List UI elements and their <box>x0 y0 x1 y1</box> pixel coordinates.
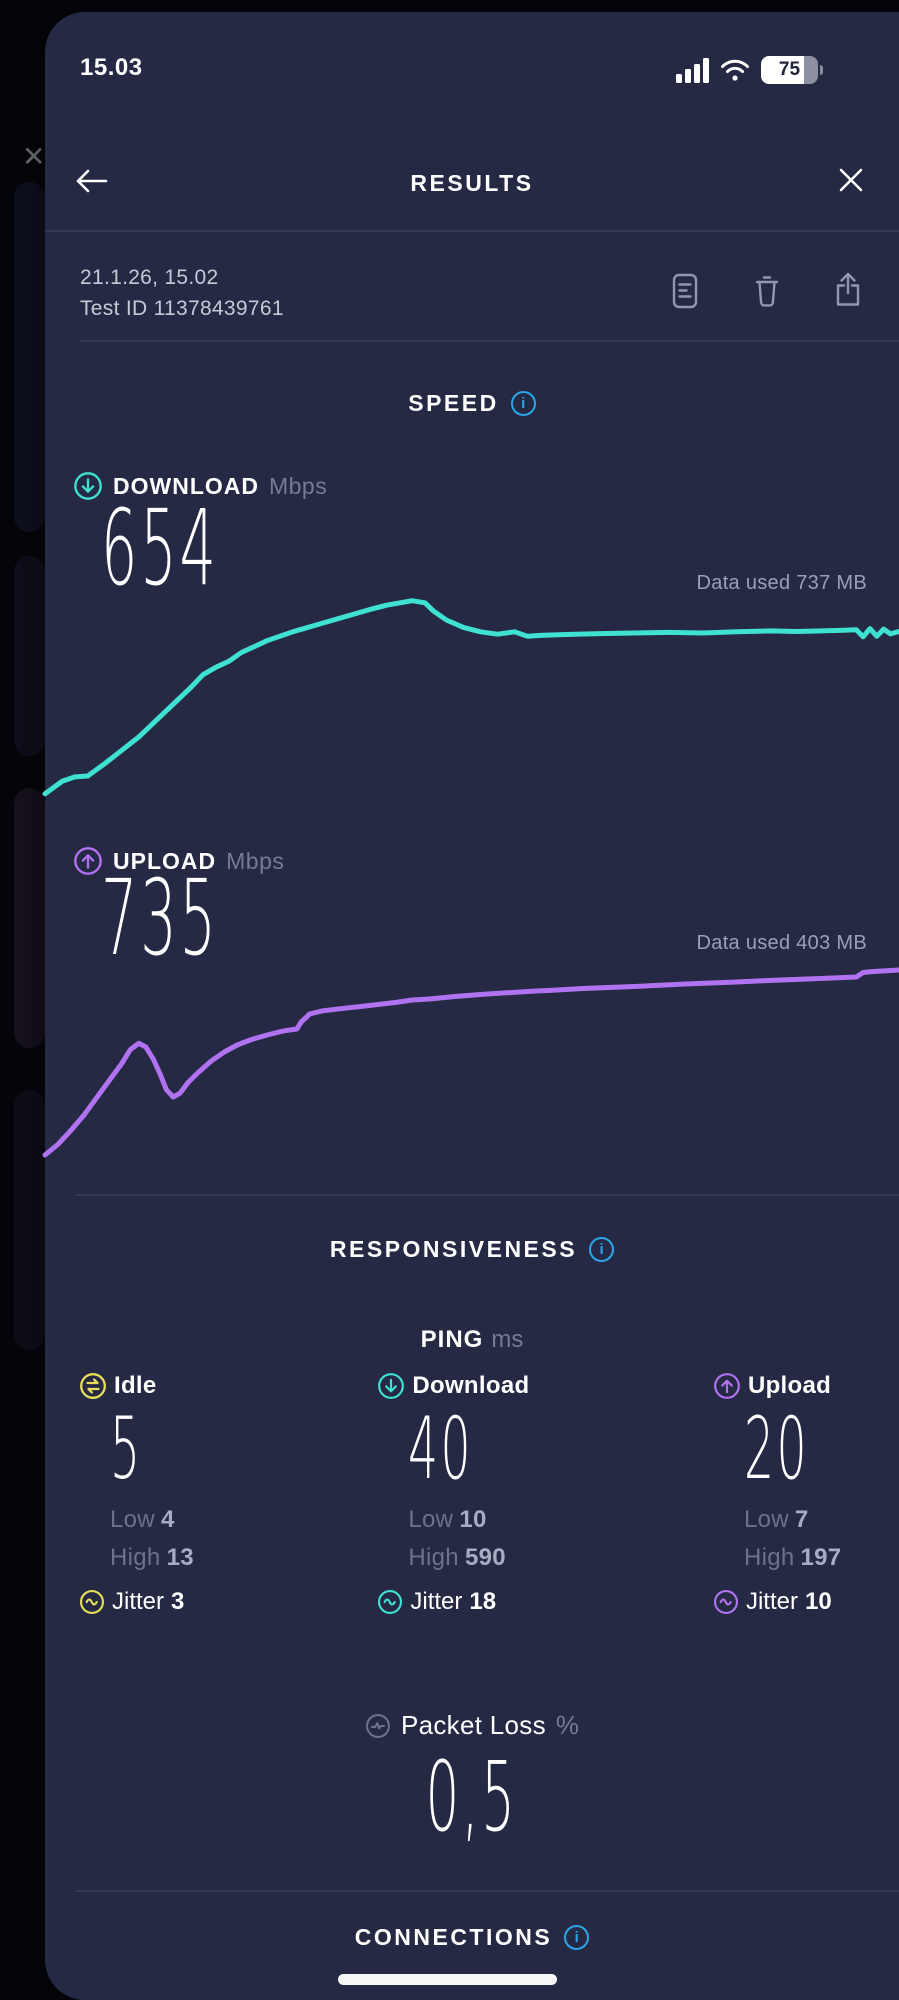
close-button[interactable] <box>837 166 865 194</box>
download-ping-label: Download <box>412 1372 530 1399</box>
upload-ping-label: Upload <box>747 1372 832 1399</box>
packet-loss-icon <box>365 1713 390 1738</box>
download-label-row: DOWNLOAD Mbps <box>73 471 327 501</box>
idle-low-label: Low <box>110 1506 155 1533</box>
background-card <box>14 182 45 532</box>
test-datetime: 21.1.26, 15.02 <box>80 266 219 289</box>
idle-jitter-icon <box>79 1589 105 1615</box>
battery-icon: 75 <box>761 56 823 84</box>
speed-heading-label: SPEED <box>408 390 499 416</box>
share-icon[interactable] <box>834 271 862 309</box>
test-info: 21.1.26, 15.02 Test ID 11378439761 <box>80 262 284 324</box>
idle-ping-value: 5 <box>110 1399 143 1499</box>
download-ping-value: 40 <box>408 1399 474 1499</box>
download-jitter-value: 18 <box>469 1588 497 1615</box>
ping-column-idle: Idle 5 Low 4 High 13 Jitter 3 <box>79 1372 194 1616</box>
upload-ping-icon <box>714 1373 740 1399</box>
packet-loss-block: Packet Loss % 0,5 <box>45 1710 899 1845</box>
download-low-label: Low <box>408 1506 454 1533</box>
download-jitter-label: Jitter <box>410 1588 463 1615</box>
header-divider <box>45 230 899 232</box>
status-time: 15.03 <box>80 54 143 81</box>
status-icons: 75 <box>676 56 823 84</box>
download-value: 654 <box>101 487 219 609</box>
responsiveness-info-icon[interactable]: i <box>589 1237 615 1262</box>
upload-ping-value: 20 <box>743 1399 809 1499</box>
upload-jitter-icon <box>713 1589 738 1615</box>
upload-high-value: 197 <box>800 1544 842 1571</box>
ping-columns: Idle 5 Low 4 High 13 Jitter 3 Download <box>79 1372 862 1616</box>
delete-icon[interactable] <box>754 273 780 309</box>
ping-column-upload: Upload 20 Low 7 High 197 Jitter 10 <box>713 1372 862 1616</box>
results-modal: 15.03 75 RESULTS 21.1.26, 15.02 Test ID … <box>42 12 899 2000</box>
connections-heading: CONNECTIONS i <box>45 1924 899 1951</box>
ping-label: PING <box>420 1326 484 1353</box>
section-divider <box>75 1890 899 1892</box>
packet-loss-label: Packet Loss <box>400 1710 546 1740</box>
background-card <box>14 1090 45 1350</box>
upload-unit: Mbps <box>226 847 285 874</box>
speed-heading: SPEED i <box>45 390 899 417</box>
home-indicator[interactable] <box>338 1974 557 1985</box>
background-card <box>14 556 45 756</box>
download-low-value: 10 <box>459 1506 487 1533</box>
upload-value: 735 <box>101 857 219 979</box>
download-high-value: 590 <box>464 1544 506 1571</box>
section-divider <box>80 340 899 342</box>
upload-jitter-label: Jitter <box>745 1588 798 1615</box>
idle-high-label: High <box>110 1544 161 1571</box>
connections-heading-label: CONNECTIONS <box>354 1924 553 1950</box>
download-label: DOWNLOAD <box>113 472 259 499</box>
upload-high-label: High <box>743 1544 795 1571</box>
idle-high-value: 13 <box>166 1544 194 1571</box>
download-ping-icon <box>378 1373 405 1399</box>
upload-low-label: Low <box>743 1506 789 1533</box>
download-jitter-icon <box>378 1589 403 1615</box>
packet-loss-unit: % <box>555 1710 580 1740</box>
idle-low-value: 4 <box>160 1506 175 1533</box>
upload-chart <box>42 967 899 1158</box>
download-unit: Mbps <box>268 472 328 499</box>
speed-info-icon[interactable]: i <box>510 391 536 416</box>
test-id: Test ID 11378439761 <box>80 297 284 320</box>
ping-column-download: Download 40 Low 10 High 590 Jitter 18 <box>377 1372 529 1616</box>
packet-loss-value: 0,5 <box>426 1741 518 1853</box>
page-title: RESULTS <box>410 170 534 196</box>
download-chart <box>42 598 899 797</box>
idle-label: Idle <box>114 1372 157 1399</box>
responsiveness-heading: RESPONSIVENESS i <box>45 1236 899 1263</box>
idle-jitter-value: 3 <box>171 1588 185 1615</box>
upload-circle-icon <box>74 847 102 875</box>
upload-label-row: UPLOAD Mbps <box>73 846 284 876</box>
ping-unit: ms <box>491 1326 524 1353</box>
background-card <box>14 788 45 1048</box>
upload-jitter-value: 10 <box>804 1588 832 1615</box>
wifi-icon <box>721 59 749 81</box>
upload-label: UPLOAD <box>113 847 217 874</box>
back-button[interactable] <box>73 164 109 198</box>
result-details-icon[interactable] <box>671 272 699 310</box>
idle-jitter-label: Jitter <box>112 1588 165 1615</box>
upload-low-value: 7 <box>794 1506 809 1533</box>
idle-latency-icon <box>80 1373 106 1399</box>
background-close-icon: ✕ <box>22 141 46 172</box>
responsiveness-heading-label: RESPONSIVENESS <box>329 1236 578 1262</box>
connections-info-icon[interactable]: i <box>564 1925 590 1950</box>
section-divider <box>75 1194 899 1196</box>
upload-data-used: Data used 403 MB <box>696 932 867 954</box>
download-data-used: Data used 737 MB <box>696 572 867 594</box>
download-high-label: High <box>408 1544 459 1571</box>
cellular-signal-icon <box>676 57 709 83</box>
download-circle-icon <box>74 472 102 500</box>
ping-heading: PING ms <box>45 1326 899 1354</box>
battery-percent: 75 <box>778 59 801 80</box>
